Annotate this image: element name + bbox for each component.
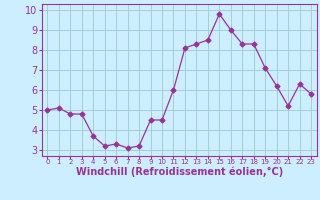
X-axis label: Windchill (Refroidissement éolien,°C): Windchill (Refroidissement éolien,°C): [76, 166, 283, 177]
